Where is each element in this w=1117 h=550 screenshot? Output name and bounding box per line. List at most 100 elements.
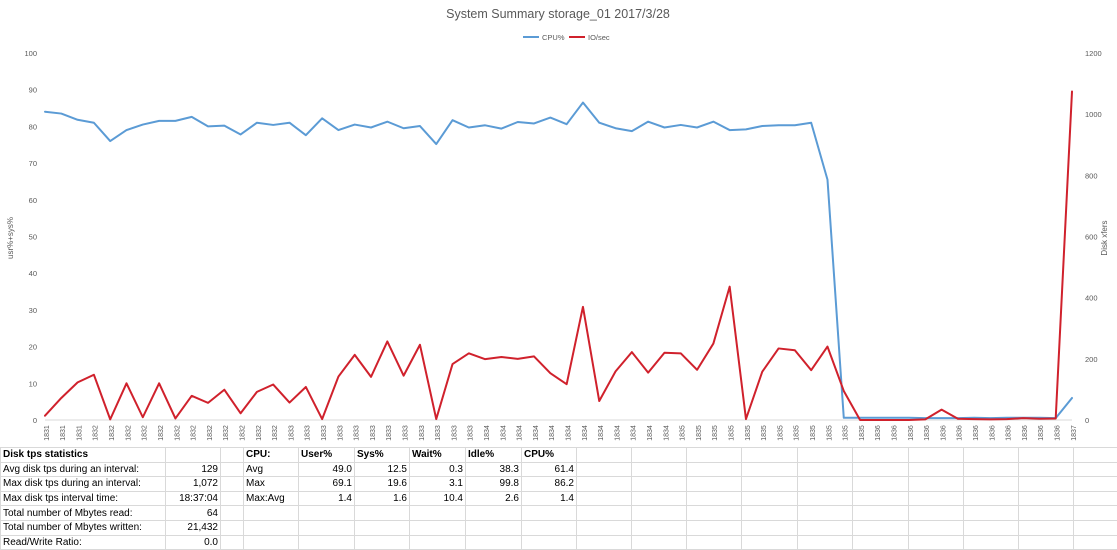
x-tick-label: 1833 — [435, 425, 442, 441]
x-tick-label: 1837 — [1071, 425, 1078, 441]
x-tick-label: 1832 — [223, 425, 230, 441]
table-cell: 1.4 — [522, 491, 577, 506]
table-cell — [687, 448, 742, 463]
table-cell: 1.6 — [355, 491, 410, 506]
table-cell — [742, 448, 798, 463]
table-cell — [410, 506, 466, 521]
x-tick-label: 1835 — [729, 425, 736, 441]
x-tick-label: 1833 — [354, 425, 361, 441]
table-cell — [909, 535, 964, 550]
table-cell — [577, 491, 632, 506]
table-cell: 3.1 — [410, 477, 466, 492]
table-cell — [798, 506, 853, 521]
table-cell: 12.5 — [355, 462, 410, 477]
x-tick-label: 1832 — [174, 425, 181, 441]
x-tick-label: 1836 — [1038, 425, 1045, 441]
table-cell — [909, 462, 964, 477]
chart: System Summary storage_01 2017/3/28 CPU%… — [0, 0, 1117, 447]
table-cell: Read/Write Ratio: — [1, 535, 166, 550]
table-cell — [166, 448, 221, 463]
x-tick-label: 1834 — [565, 425, 572, 441]
table-cell — [410, 535, 466, 550]
table-cell — [466, 520, 522, 535]
x-tick-label: 1832 — [272, 425, 279, 441]
table-cell — [221, 462, 244, 477]
table-cell — [1074, 535, 1117, 550]
y-left-tick-label: 90 — [29, 86, 37, 95]
table-cell: 99.8 — [466, 477, 522, 492]
table-cell — [244, 535, 299, 550]
table-cell: 86.2 — [522, 477, 577, 492]
table-cell — [1074, 477, 1117, 492]
x-tick-label: 1832 — [125, 425, 132, 441]
table-cell — [355, 535, 410, 550]
series-line-cpu — [45, 103, 1072, 419]
table-cell — [221, 448, 244, 463]
table-cell: 1.4 — [299, 491, 355, 506]
table-cell — [853, 535, 909, 550]
table-cell — [299, 535, 355, 550]
table-cell — [632, 448, 687, 463]
table-cell — [687, 520, 742, 535]
table-cell — [577, 506, 632, 521]
y-left-tick-label: 20 — [29, 343, 37, 352]
table-row: Total number of Mbytes read:64 — [1, 506, 1117, 521]
table-cell: CPU: — [244, 448, 299, 463]
table-cell — [742, 535, 798, 550]
y-right-tick-label: 0 — [1085, 416, 1089, 425]
x-tick-label: 1833 — [386, 425, 393, 441]
table-cell: 69.1 — [299, 477, 355, 492]
y-right-axis-title: Disk xfers — [1100, 220, 1109, 255]
table-cell — [798, 535, 853, 550]
x-tick-label: 1835 — [794, 425, 801, 441]
legend-label: IO/sec — [588, 33, 610, 42]
table-cell — [1019, 448, 1074, 463]
table-cell — [221, 520, 244, 535]
legend-label: CPU% — [542, 33, 565, 42]
x-tick-label: 1834 — [500, 425, 507, 441]
table-cell — [632, 491, 687, 506]
table-cell: User% — [299, 448, 355, 463]
x-tick-label: 1835 — [680, 425, 687, 441]
x-tick-label: 1836 — [940, 425, 947, 441]
table-cell — [299, 520, 355, 535]
x-tick-label: 1832 — [239, 425, 246, 441]
table-cell — [577, 535, 632, 550]
table-cell — [522, 535, 577, 550]
y-right-tick-label: 1000 — [1085, 110, 1102, 119]
y-right-tick-label: 400 — [1085, 294, 1098, 303]
x-tick-label: 1834 — [598, 425, 605, 441]
x-tick-label: 1832 — [256, 425, 263, 441]
table-cell — [742, 506, 798, 521]
plot-area — [45, 92, 1072, 420]
table-cell — [1019, 535, 1074, 550]
table-cell — [798, 462, 853, 477]
table-cell: Avg — [244, 462, 299, 477]
table-cell: 0.3 — [410, 462, 466, 477]
table-cell — [964, 448, 1019, 463]
x-tick-label: 1834 — [533, 425, 540, 441]
table-cell: 18:37:04 — [166, 491, 221, 506]
x-tick-label: 1833 — [321, 425, 328, 441]
x-tick-label: 1833 — [288, 425, 295, 441]
x-tick-label: 1833 — [468, 425, 475, 441]
x-tick-label: 1836 — [908, 425, 915, 441]
table-cell — [410, 520, 466, 535]
x-tick-label: 1833 — [402, 425, 409, 441]
x-tick-label: 1834 — [582, 425, 589, 441]
table-cell — [221, 506, 244, 521]
y-left-tick-label: 30 — [29, 306, 37, 315]
table-cell — [687, 506, 742, 521]
table-cell — [853, 520, 909, 535]
x-tick-label: 1835 — [859, 425, 866, 441]
table-cell — [632, 535, 687, 550]
table-cell — [964, 506, 1019, 521]
table-cell: 61.4 — [522, 462, 577, 477]
table-cell — [1074, 448, 1117, 463]
table-cell: 19.6 — [355, 477, 410, 492]
table-cell — [1019, 462, 1074, 477]
